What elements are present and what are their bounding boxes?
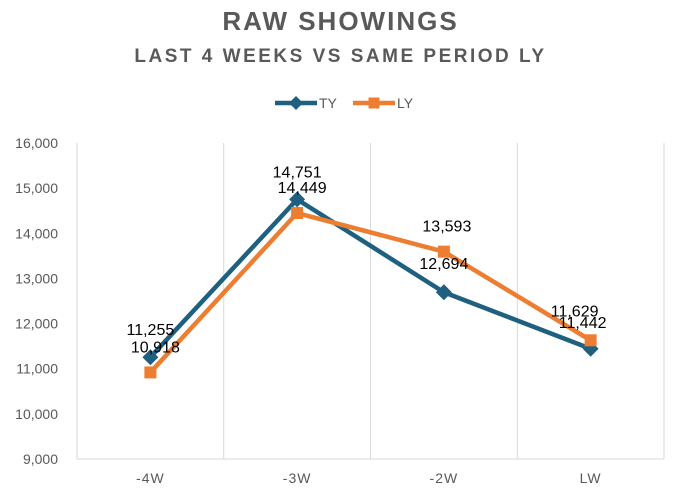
legend-marker-ly (368, 97, 380, 109)
data-label-ty: 12,694 (419, 256, 468, 273)
x-tick-label: -2W (430, 470, 459, 486)
data-point-ly (584, 334, 597, 347)
data-label-ly: 11,629 (551, 303, 599, 320)
data-label-ty: 14,751 (273, 164, 322, 181)
x-tick-label: LW (580, 470, 602, 486)
x-tick-label: -4W (136, 470, 165, 486)
data-point-ly (144, 366, 157, 379)
data-label-ty: 11,442 (559, 315, 607, 332)
data-point-ly (291, 207, 304, 220)
y-tick-label: 16,000 (15, 135, 58, 151)
data-label-ly: 14,449 (278, 180, 327, 197)
y-tick-label: 10,000 (15, 406, 58, 422)
y-tick-label: 14,000 (15, 225, 58, 241)
legend-marker-ty (289, 96, 303, 110)
legend-label-ly: LY (397, 95, 414, 111)
chart-title: RAW SHOWINGS (222, 6, 459, 36)
data-point-ty (289, 191, 306, 208)
y-tick-label: 9,000 (23, 451, 58, 467)
data-label-ly: 13,593 (422, 219, 471, 236)
y-tick-label: 12,000 (15, 316, 58, 332)
y-tick-label: 15,000 (15, 180, 58, 196)
legend-label-ty: TY (319, 95, 338, 111)
data-label-ly: 10,918 (131, 339, 180, 356)
data-point-ly (437, 245, 450, 258)
series-line-ty (148, 197, 592, 359)
data-point-ty (435, 284, 452, 301)
data-label-ty: 11,255 (127, 322, 175, 339)
series-line-ly (148, 210, 592, 374)
chart-subtitle: LAST 4 WEEKS VS SAME PERIOD LY (134, 46, 547, 67)
y-tick-label: 13,000 (15, 270, 58, 286)
x-tick-label: -3W (283, 470, 312, 486)
y-tick-label: 11,000 (16, 361, 58, 377)
data-point-ty (142, 349, 159, 366)
